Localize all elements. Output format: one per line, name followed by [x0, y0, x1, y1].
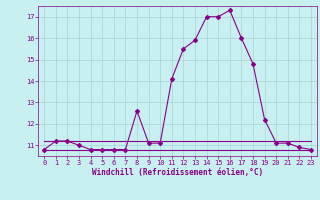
X-axis label: Windchill (Refroidissement éolien,°C): Windchill (Refroidissement éolien,°C)	[92, 168, 263, 177]
